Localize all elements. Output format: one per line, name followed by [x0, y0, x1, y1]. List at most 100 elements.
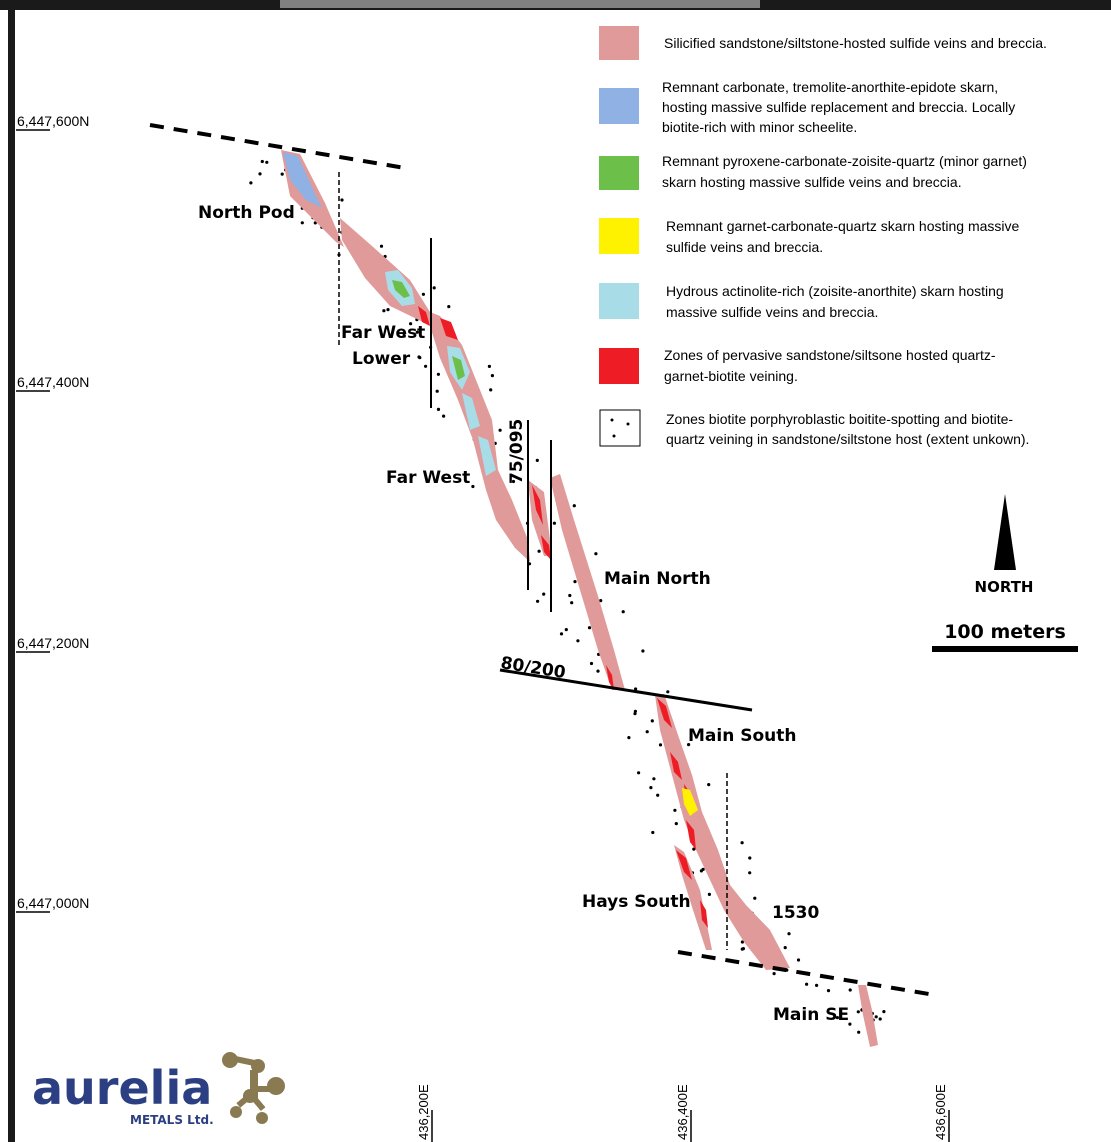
skarn-pods: [283, 152, 698, 816]
legend-swatch: [599, 283, 639, 319]
biotite-dot: [707, 892, 712, 897]
biotite-dot: [409, 322, 413, 326]
green-skarn-far-west: [452, 356, 465, 380]
northing-label: 6,447,600N: [17, 113, 89, 129]
biotite-dot: [645, 730, 649, 734]
biotite-dot: [848, 988, 852, 992]
north-arrow: NORTH: [975, 494, 1033, 596]
legend-text: Remnant carbonate, tremolite-anorthite-e…: [662, 79, 998, 95]
biotite-dot: [748, 871, 752, 875]
legend-swatch: [599, 88, 639, 124]
biotite-dot: [313, 221, 317, 225]
biotite-dot: [878, 1017, 882, 1021]
biotite-dot: [447, 305, 451, 309]
biotite-dot: [436, 407, 441, 411]
biotite-dot: [542, 592, 546, 596]
biotite-dot: [699, 869, 704, 873]
biotite-dot: [559, 632, 564, 636]
biotite-dot: [442, 414, 446, 418]
biotite-dot: [418, 356, 422, 360]
biotite-dot: [435, 389, 439, 393]
logo-subtitle: METALS Ltd.: [130, 1113, 214, 1127]
biotite-dot: [815, 983, 819, 988]
biotite-dot: [471, 484, 475, 489]
biotite-dot: [589, 661, 594, 666]
fault-80-200: [499, 668, 753, 712]
biotite-dot: [740, 947, 744, 951]
legend-swatch: [599, 156, 639, 190]
biotite-dot: [674, 822, 678, 826]
legend: Silicified sandstone/siltstone-hosted su…: [599, 26, 1047, 447]
biotite-dot: [707, 783, 711, 787]
legend-text: garnet-biotite veining.: [664, 368, 798, 384]
vein-hays-south: [674, 845, 712, 950]
vein-main-north-b: [550, 474, 625, 690]
biotite-dot: [537, 549, 541, 553]
biotite-dot: [489, 388, 493, 392]
yellow-skarn-main-south: [682, 788, 698, 816]
biotite-dot: [740, 841, 744, 845]
biotite-dot: [511, 479, 516, 484]
biotite-dot: [570, 601, 574, 605]
legend-text: Remnant garnet-carbonate-quartz skarn ho…: [666, 218, 1020, 234]
biotite-dot: [666, 690, 670, 694]
legend-text: Zones of pervasive sandstone/siltsone ho…: [664, 347, 996, 363]
legend-text: Zones biotite porphyroblastic boitite-sp…: [666, 411, 1013, 427]
biotite-dot: [498, 428, 502, 432]
biotite-dot: [249, 181, 253, 185]
biotite-dot: [490, 374, 494, 378]
biotite-dot: [536, 599, 540, 603]
zone-label-far-west: Far West: [386, 468, 470, 488]
zone-label-main-north: Main North: [604, 569, 711, 589]
cyan-skarn-far-west-b: [462, 393, 480, 430]
biotite-dot: [787, 932, 791, 936]
biotite-dot: [627, 736, 631, 740]
biotite-dot: [573, 580, 577, 584]
biotite-dot: [652, 777, 656, 781]
biotite-dot: [740, 940, 745, 944]
biotite-dot: [649, 786, 653, 790]
biotite-dot: [379, 244, 384, 248]
biotite-dot: [882, 1010, 886, 1014]
biotite-dot: [673, 808, 677, 812]
biotite-dot: [421, 292, 425, 296]
biotite-dot: [796, 958, 801, 962]
logo-wordmark: aurelia: [32, 1061, 212, 1115]
biotite-dot: [424, 364, 428, 368]
legend-swatch: [599, 348, 639, 384]
biotite-dot: [856, 1010, 860, 1014]
biotite-dot: [656, 793, 660, 797]
biotite-dot: [599, 599, 603, 603]
zone-label-hays-south: Hays South: [582, 892, 691, 912]
legend-text: hosting massive sulfide replacement and …: [662, 99, 1015, 115]
easting-axis: 436,200E 436,400E 436,600E: [416, 1084, 950, 1142]
vein-main-se: [858, 985, 878, 1047]
biotite-dot: [568, 593, 572, 598]
cyan-skarn-far-west-c: [478, 436, 496, 476]
biotite-dot: [587, 626, 592, 630]
biotite-dot: [651, 830, 655, 835]
zone-label-far-west-lower: Far West: [341, 323, 425, 343]
zone-label-main-se: Main SE: [773, 1005, 849, 1025]
legend-swatch-dots: [599, 409, 641, 447]
scale-label: 100 meters: [944, 621, 1066, 643]
biotite-dot: [826, 989, 831, 993]
biotite-dot: [753, 896, 757, 900]
legend-text: sulfide veins and breccia.: [666, 239, 823, 255]
legend-text: Hydrous actinolite-rich (zoisite-anorthi…: [666, 283, 1004, 299]
zone-label-far-west-lower: Lower: [352, 349, 411, 369]
biotite-dot: [633, 712, 637, 716]
legend-text: Silicified sandstone/siltstone-hosted su…: [664, 35, 1047, 51]
easting-label: 436,400E: [675, 1084, 690, 1140]
biotite-dot: [783, 946, 787, 950]
biotite-dot: [487, 364, 491, 368]
legend-swatch: [599, 218, 639, 254]
biotite-dot: [835, 1016, 840, 1020]
biotite-dot: [258, 172, 262, 176]
zone-label-main-south: Main South: [688, 726, 797, 746]
biotite-dot: [572, 504, 576, 508]
northing-axis: 6,447,600N 6,447,400N 6,447,200N 6,447,0…: [16, 113, 89, 913]
legend-text: skarn hosting massive sulfide veins and …: [662, 174, 962, 190]
green-skarn-far-west-lower: [392, 280, 410, 298]
